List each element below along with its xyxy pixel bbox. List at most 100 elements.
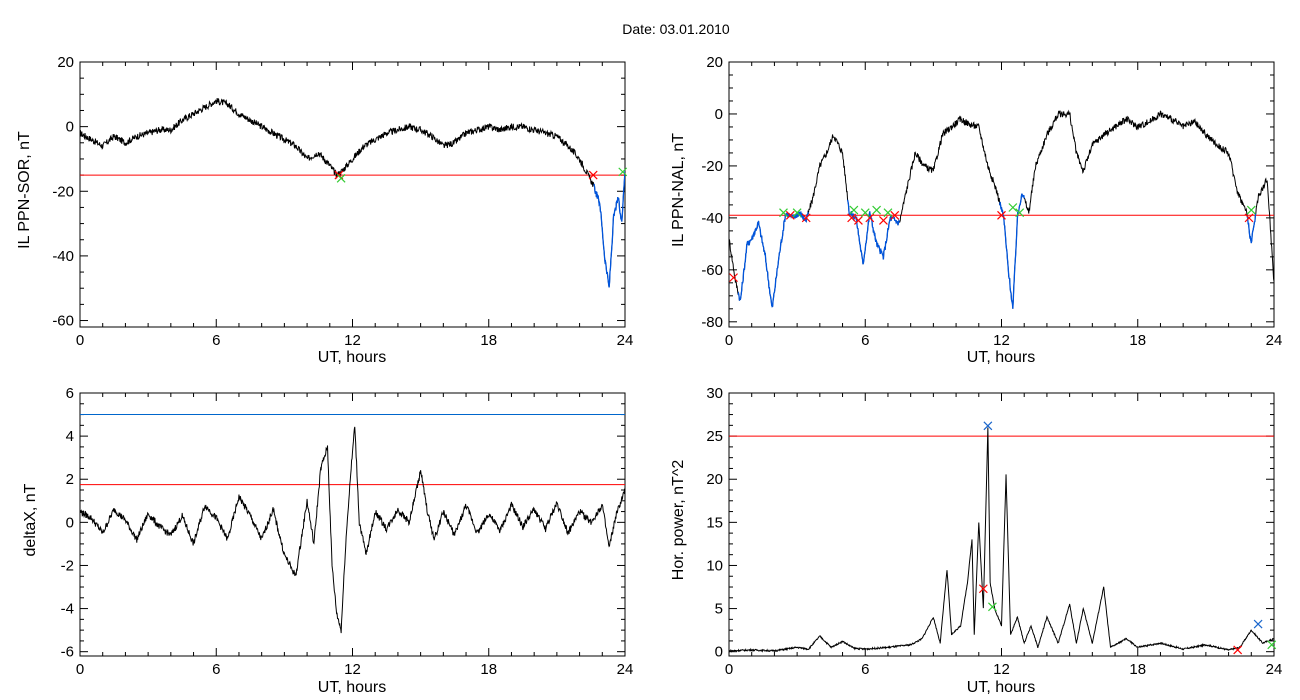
p4-marker-red: [978, 584, 988, 594]
p4-xtick-label: 18: [1129, 661, 1146, 678]
p4-marker-blue: [983, 421, 993, 431]
p1-ylabel: IL PPN-SOR, nT: [16, 131, 33, 249]
p1-marker-green: [336, 173, 346, 183]
p1-marker-stroke: [618, 167, 628, 177]
p2-marker-stroke: [890, 210, 900, 220]
p2-marker-stroke: [801, 213, 811, 223]
p2-marker-stroke: [847, 213, 857, 223]
p2-xtick-label: 12: [993, 332, 1010, 349]
p3-xtick-label: 6: [212, 661, 220, 678]
p1-marker-stroke: [336, 173, 346, 183]
p2-marker-stroke: [854, 216, 863, 225]
p1-ytick-label: 20: [57, 54, 74, 71]
p3-xtick-label: 0: [76, 661, 84, 678]
p4-ytick-label: 0: [715, 644, 723, 661]
p1-marker-red: [588, 170, 598, 180]
p3-ytick-label: -2: [61, 557, 74, 574]
p1-ytick-label: -20: [52, 183, 74, 200]
p3-ytick-label: 4: [66, 428, 74, 445]
p3-xtick-label: 18: [480, 661, 497, 678]
p1-xtick-label: 24: [617, 332, 634, 349]
p4-xlabel: UT, hours: [967, 679, 1035, 696]
p4-marker-stroke: [987, 602, 997, 612]
p2-marker-red: [890, 210, 900, 220]
p2-marker-red: [801, 213, 811, 223]
p1-ytick-label: -60: [52, 313, 74, 330]
p1-xtick-label: 0: [76, 332, 84, 349]
p2-marker-stroke: [1015, 208, 1025, 218]
p2-xlabel: UT, hours: [967, 349, 1035, 366]
p3-ytick-label: 6: [66, 385, 74, 402]
p3-ytick-label: 2: [66, 471, 74, 488]
p4-ytick-label: 5: [715, 601, 723, 618]
p2-ytick-label: -60: [701, 262, 723, 279]
p2-xtick-label: 24: [1266, 332, 1283, 349]
p2-ytick-label: 20: [706, 54, 723, 71]
p2-marker-stroke: [860, 208, 870, 218]
p2-marker-red: [997, 210, 1006, 220]
p4-marker-green: [987, 602, 997, 612]
p1-xtick-label: 12: [344, 332, 361, 349]
p4-xtick-label: 12: [993, 661, 1010, 678]
p2-xtick-label: 6: [861, 332, 869, 349]
figure-title: Date: 03.01.2010: [622, 21, 730, 37]
panel-ppn-nal: IL PPN-NAL, nT UT, hours 0 6 12 18 24 20 0 -20 -…: [670, 54, 1282, 366]
p1-marker-stroke: [334, 170, 344, 180]
p2-marker-stroke: [729, 273, 738, 283]
p2-ytick-label: 0: [715, 106, 723, 123]
p4-marker-stroke: [983, 421, 993, 431]
p4-ytick-label: 10: [706, 557, 723, 574]
p2-marker-green: [883, 208, 893, 218]
p2-ytick-label: -40: [701, 210, 723, 227]
p3-trace: [80, 426, 625, 634]
p1-marker-green: [618, 167, 628, 177]
p2-frame: [728, 61, 1275, 328]
p4-marker-green: [1267, 640, 1277, 650]
p1-ytick-label: 0: [66, 119, 74, 136]
p4-marker-red: [1233, 645, 1243, 655]
p2-xtick-label: 0: [725, 332, 733, 349]
p3-ytick-label: 0: [66, 514, 74, 531]
p4-xtick-label: 24: [1266, 661, 1283, 678]
p4-marker-blue: [1253, 619, 1263, 629]
p1-xlabel: UT, hours: [318, 349, 386, 366]
p3-xtick-label: 12: [344, 661, 361, 678]
p2-ylabel: IL PPN-NAL, nT: [670, 133, 687, 247]
p3-ytick-label: -6: [61, 644, 74, 661]
p1-frame: [79, 61, 626, 328]
p2-marker-red: [729, 273, 738, 283]
p2-marker-stroke: [1246, 205, 1256, 215]
p2-marker-stroke: [878, 216, 888, 225]
p1-xtick-label: 18: [480, 332, 497, 349]
p4-xtick-label: 0: [725, 661, 733, 678]
p2-event-segment: [999, 193, 1025, 309]
p2-marker-stroke: [779, 208, 788, 218]
p2-marker-red: [878, 216, 888, 225]
p3-ylabel: deltaX, nT: [22, 483, 39, 556]
p2-marker-stroke: [849, 205, 859, 215]
p4-marker-stroke: [1267, 640, 1277, 650]
p2-marker-red: [847, 213, 857, 223]
p2-marker-green: [1015, 208, 1025, 218]
p2-marker-stroke: [1244, 213, 1254, 223]
p2-marker-stroke: [785, 210, 795, 220]
p2-marker-stroke: [1008, 203, 1018, 212]
p2-event-segment: [1246, 213, 1257, 244]
panel-horizontal-power: Hor. power, nT^2 UT, hours 0 6 12 18 24 30 25 2…: [670, 385, 1282, 696]
p2-marker-red: [1244, 213, 1254, 223]
p2-marker-stroke: [883, 208, 893, 218]
p4-xtick-label: 6: [861, 661, 869, 678]
p4-marker-stroke: [1233, 645, 1243, 655]
p1-ytick-label: -40: [52, 248, 74, 265]
p2-marker-stroke: [872, 205, 882, 215]
p4-ytick-label: 15: [706, 514, 723, 531]
p2-marker-green: [1008, 203, 1018, 212]
p4-ytick-label: 30: [706, 385, 723, 402]
p1-event-segment: [593, 170, 625, 288]
p4-ytick-label: 20: [706, 471, 723, 488]
p3-ytick-label: -4: [61, 601, 74, 618]
p2-marker-stroke: [997, 210, 1006, 220]
p4-ytick-label: 25: [706, 428, 723, 445]
p2-marker-stroke: [865, 213, 875, 223]
